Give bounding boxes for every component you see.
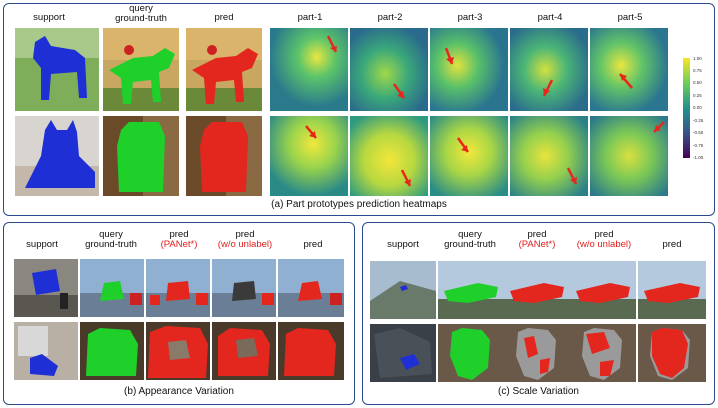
- pred3-image-cat-indoor: [278, 322, 344, 380]
- pred3-image-airplane: [638, 261, 706, 319]
- col-pred1-label-b: pred: [169, 229, 189, 240]
- heatmap-horse-part-4: [510, 28, 588, 111]
- query-gt-image-cat-gravel: [438, 324, 504, 382]
- query-gt-image-cat-indoor: [80, 322, 144, 380]
- colorbar-tick: 0.50: [693, 80, 702, 85]
- col-support-label-c: support: [387, 239, 419, 250]
- query-gt-image-airplane: [438, 261, 504, 319]
- support-image-boat: [14, 259, 78, 317]
- heatmap-cat-part-1: [270, 116, 348, 196]
- caption-a: (a) Part prototypes prediction heatmaps: [271, 199, 447, 210]
- support-image-cat-gravel: [370, 324, 436, 382]
- pred-image-cat: [186, 116, 262, 196]
- colorbar: [683, 58, 690, 158]
- panel-c-frame: [362, 222, 715, 405]
- pred1-image-cat-gravel: [504, 324, 570, 382]
- panel-a-frame: [3, 3, 715, 216]
- col-pred2-label-b: pred: [235, 229, 255, 240]
- query-gt-image-cat: [103, 116, 179, 196]
- col-part-3-label: part-3: [457, 12, 483, 23]
- pred1-image-airplane: [504, 261, 570, 319]
- pred2-image-cat-gravel: [570, 324, 636, 382]
- heatmap-cat-part-3: [430, 116, 508, 196]
- col-support-label-b: support: [26, 239, 58, 250]
- pred1-image-boat: [146, 259, 210, 317]
- col-pred1-sub-label-c: (PANet*): [518, 239, 556, 250]
- colorbar-tick: -0.75: [693, 143, 704, 148]
- colorbar-tick: -0.25: [693, 118, 704, 123]
- support-image-cat: [15, 116, 99, 196]
- caption-b: (b) Appearance Variation: [124, 386, 234, 397]
- colorbar-tick: -1.00: [693, 155, 704, 160]
- panel-b-frame: [3, 222, 355, 405]
- pred-image-horse: [186, 28, 262, 111]
- pred1-image-cat-indoor: [146, 322, 210, 380]
- support-image-airplane: [370, 261, 436, 319]
- col-pred1-sub-label-b: (PANet*): [160, 239, 198, 250]
- query-gt-image-horse: [103, 28, 179, 111]
- col-pred2-sub-label-c: (w/o unlabel): [576, 239, 632, 250]
- heatmap-cat-part-2: [350, 116, 428, 196]
- col-pred3-label-c: pred: [662, 239, 682, 250]
- pred2-image-boat: [212, 259, 276, 317]
- col-pred3-label-b: pred: [303, 239, 323, 250]
- heatmap-cat-part-5: [590, 116, 668, 196]
- col-query-gt-label-b: query ground-truth: [85, 229, 137, 250]
- col-pred1-label-c: pred: [527, 229, 547, 240]
- pred2-image-cat-indoor: [212, 322, 276, 380]
- col-support-label-a: support: [33, 12, 65, 23]
- pred3-image-cat-gravel: [638, 324, 706, 382]
- colorbar-tick: 0.00: [693, 105, 702, 110]
- caption-c: (c) Scale Variation: [498, 386, 579, 397]
- query-gt-image-boat: [80, 259, 144, 317]
- col-pred2-sub-label-b: (w/o unlabel): [217, 239, 273, 250]
- heatmap-cat-part-4: [510, 116, 588, 196]
- heatmap-horse-part-2: [350, 28, 428, 111]
- heatmap-horse-part-1: [270, 28, 348, 111]
- support-image-cat-indoor: [14, 322, 78, 380]
- heatmap-horse-part-3: [430, 28, 508, 111]
- support-image-horse: [15, 28, 99, 111]
- pred3-image-boat: [278, 259, 344, 317]
- col-part-1-label: part-1: [297, 12, 323, 23]
- col-part-2-label: part-2: [377, 12, 403, 23]
- col-pred-label-a: pred: [214, 12, 234, 23]
- col-part-4-label: part-4: [537, 12, 563, 23]
- col-query-gt-label-c: query ground-truth: [444, 229, 496, 250]
- col-part-5-label: part-5: [617, 12, 643, 23]
- colorbar-tick: 0.25: [693, 93, 702, 98]
- colorbar-tick: 1.00: [693, 56, 702, 61]
- heatmap-horse-part-5: [590, 28, 668, 111]
- colorbar-tick: -0.50: [693, 130, 704, 135]
- col-query-gt-label-a: query ground-truth: [115, 3, 167, 24]
- col-pred2-label-c: pred: [594, 229, 614, 240]
- colorbar-tick: 0.75: [693, 68, 702, 73]
- pred2-image-airplane: [570, 261, 636, 319]
